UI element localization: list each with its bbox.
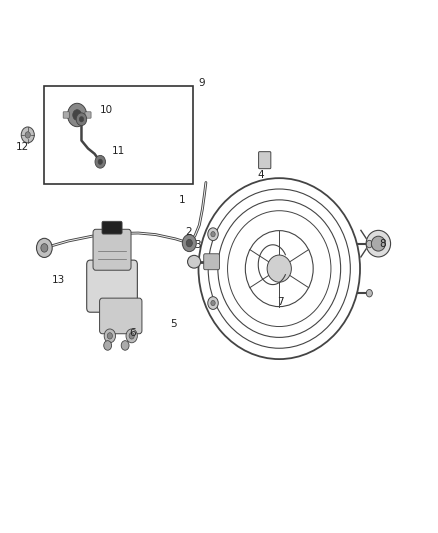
Circle shape — [129, 333, 134, 339]
Circle shape — [21, 127, 34, 143]
Ellipse shape — [187, 255, 201, 268]
Circle shape — [76, 113, 87, 126]
Circle shape — [211, 301, 215, 306]
Circle shape — [36, 238, 52, 257]
Circle shape — [126, 329, 138, 343]
Text: 12: 12 — [16, 142, 29, 152]
Text: 6: 6 — [130, 328, 136, 338]
Text: 8: 8 — [380, 239, 386, 248]
Circle shape — [366, 240, 372, 248]
Circle shape — [182, 235, 196, 252]
Circle shape — [98, 159, 102, 165]
Circle shape — [366, 289, 372, 297]
Text: 9: 9 — [198, 78, 205, 88]
FancyBboxPatch shape — [204, 254, 219, 270]
FancyBboxPatch shape — [93, 229, 131, 270]
Circle shape — [121, 341, 129, 350]
Text: 10: 10 — [100, 104, 113, 115]
Ellipse shape — [371, 236, 385, 251]
Circle shape — [79, 117, 84, 122]
Circle shape — [104, 341, 112, 350]
Ellipse shape — [366, 230, 391, 257]
FancyBboxPatch shape — [102, 221, 122, 234]
Text: 2: 2 — [185, 227, 191, 237]
Text: 4: 4 — [258, 169, 264, 180]
Circle shape — [25, 132, 30, 138]
Bar — [44, 86, 193, 184]
Ellipse shape — [267, 255, 291, 282]
FancyBboxPatch shape — [258, 152, 271, 168]
Circle shape — [67, 103, 87, 127]
Circle shape — [41, 244, 48, 252]
Text: 13: 13 — [52, 276, 65, 285]
Circle shape — [104, 329, 116, 343]
Text: 5: 5 — [170, 319, 177, 329]
Circle shape — [186, 239, 192, 247]
Circle shape — [107, 333, 113, 339]
Text: 11: 11 — [112, 146, 125, 156]
Circle shape — [95, 156, 106, 168]
FancyBboxPatch shape — [85, 112, 91, 118]
Text: 3: 3 — [194, 240, 200, 249]
Text: 1: 1 — [179, 195, 185, 205]
FancyBboxPatch shape — [63, 112, 69, 118]
FancyBboxPatch shape — [99, 298, 142, 334]
Circle shape — [211, 231, 215, 237]
Circle shape — [208, 228, 218, 240]
Circle shape — [208, 297, 218, 310]
Circle shape — [73, 110, 81, 120]
Text: 7: 7 — [277, 297, 283, 307]
FancyBboxPatch shape — [87, 260, 138, 312]
